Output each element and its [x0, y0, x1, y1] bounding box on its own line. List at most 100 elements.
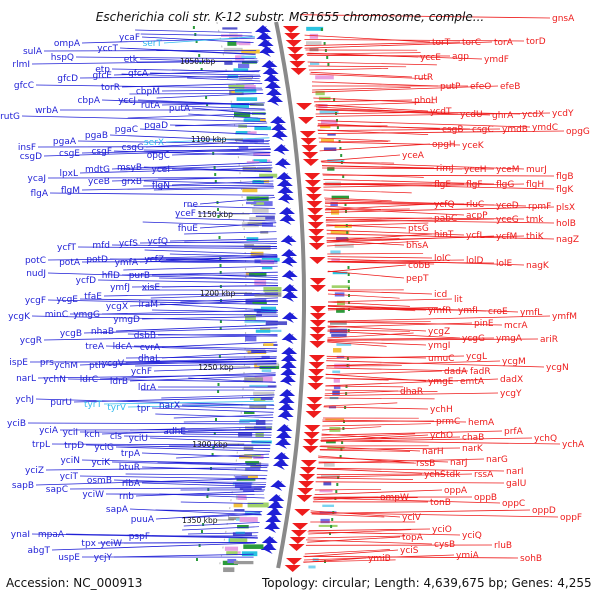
gene-label[interactable]: yciS: [400, 546, 419, 556]
gene-label[interactable]: torA: [494, 38, 514, 48]
gene-label[interactable]: efeO: [470, 82, 491, 92]
gene-label[interactable]: flgN: [152, 181, 170, 191]
gene-label[interactable]: cysB: [434, 540, 455, 550]
gene-label[interactable]: ychH: [430, 405, 453, 415]
gene-label[interactable]: bhsA: [406, 241, 429, 251]
gene-label[interactable]: yceM: [496, 165, 520, 175]
gene-label[interactable]: yciO: [432, 525, 452, 535]
gene-label[interactable]: croE: [488, 307, 508, 317]
gene-label[interactable]: yciZ: [25, 466, 44, 476]
gene-label[interactable]: potA: [59, 258, 81, 268]
gene-label[interactable]: minC: [45, 310, 68, 320]
gene-label[interactable]: cls: [110, 432, 122, 442]
gene-label[interactable]: ymfR: [428, 306, 452, 316]
gene-label[interactable]: yceI: [152, 165, 170, 175]
gene-label[interactable]: ycfT: [57, 243, 76, 253]
gene-label[interactable]: ldrC: [80, 375, 98, 385]
gene-label[interactable]: galU: [506, 479, 526, 489]
gene-label[interactable]: efeB: [500, 82, 520, 92]
gene-label[interactable]: prmC: [436, 417, 460, 427]
gene-label[interactable]: grxB: [121, 177, 142, 187]
gene-label[interactable]: ynaI: [11, 530, 30, 540]
gene-label[interactable]: tfaE: [84, 292, 102, 302]
gene-label[interactable]: ycgE: [56, 295, 78, 305]
gene-label[interactable]: ycfS: [119, 239, 138, 249]
gene-label[interactable]: osmB: [87, 476, 112, 486]
gene-label[interactable]: yciN: [60, 456, 80, 466]
gene-label[interactable]: yccT: [97, 44, 118, 54]
gene-label[interactable]: narL: [16, 374, 36, 384]
gene-label[interactable]: oppD: [532, 506, 556, 516]
gene-label[interactable]: oppC: [502, 499, 525, 509]
gene-label[interactable]: ycgZ: [428, 327, 450, 337]
gene-label[interactable]: pgaD: [144, 121, 168, 131]
gene-label[interactable]: ompA: [54, 39, 81, 49]
gene-label[interactable]: csgG: [122, 143, 144, 153]
gene-label[interactable]: chaB: [462, 433, 484, 443]
gene-label[interactable]: ymgA: [496, 334, 523, 344]
gene-label[interactable]: topA: [402, 533, 424, 543]
gene-label[interactable]: yciW: [82, 490, 104, 500]
gene-label[interactable]: yceF: [175, 209, 196, 219]
gene-label[interactable]: dhaL: [138, 354, 160, 364]
gene-label[interactable]: yciK: [91, 458, 111, 468]
gene-label[interactable]: putP: [440, 82, 461, 92]
gene-label[interactable]: narX: [159, 401, 180, 411]
gene-label[interactable]: rssA: [474, 470, 494, 480]
gene-label[interactable]: umuC: [428, 354, 454, 364]
gene-label[interactable]: lit: [454, 295, 463, 305]
gene-label[interactable]: sapB: [12, 481, 34, 491]
gene-label[interactable]: yciB: [7, 419, 26, 429]
gene-label[interactable]: ycfQ: [434, 200, 455, 210]
gene-label[interactable]: agp: [452, 52, 469, 62]
gene-label[interactable]: ymfA: [115, 258, 139, 268]
gene-label[interactable]: ispE: [9, 358, 28, 368]
gene-label[interactable]: pabC: [434, 214, 457, 224]
gene-label[interactable]: ldrA: [138, 383, 157, 393]
gene-label[interactable]: oppB: [474, 493, 497, 503]
gene-label[interactable]: fhuE: [178, 224, 199, 234]
gene-label[interactable]: narH: [422, 447, 444, 457]
gene-label[interactable]: gfcA: [128, 69, 149, 79]
gene-label[interactable]: yccJ: [118, 96, 136, 106]
gene-label[interactable]: mcrA: [504, 321, 528, 331]
gene-label[interactable]: hflD: [102, 271, 120, 281]
gene-label[interactable]: ycgV: [102, 359, 125, 369]
gene-label[interactable]: ymfI: [458, 306, 478, 316]
gene-label[interactable]: ymdF: [484, 55, 509, 65]
gene-label[interactable]: acpP: [466, 211, 488, 221]
gene-label[interactable]: yciV: [402, 513, 422, 523]
gene-label[interactable]: yciU: [129, 434, 148, 444]
gene-label[interactable]: ycgR: [20, 336, 42, 346]
gene-label[interactable]: cbpA: [77, 96, 100, 106]
gene-label[interactable]: sapA: [106, 505, 129, 515]
gene-label[interactable]: rlmI: [12, 60, 30, 70]
gene-label[interactable]: opgG: [566, 127, 590, 137]
gene-label[interactable]: iraM: [139, 300, 158, 310]
gene-label[interactable]: ychM: [54, 361, 78, 371]
gene-label[interactable]: lpxL: [59, 169, 78, 179]
gene-label[interactable]: ycgM: [502, 357, 526, 367]
gene-label[interactable]: nudJ: [26, 269, 46, 279]
gene-label[interactable]: torC: [462, 38, 481, 48]
gene-label[interactable]: purB: [129, 271, 150, 281]
gene-label[interactable]: tpx: [81, 539, 96, 549]
gene-label[interactable]: ycgY: [500, 389, 522, 399]
gene-label[interactable]: ldrB: [110, 377, 128, 387]
gene-label[interactable]: csgF: [91, 147, 112, 157]
gene-label[interactable]: mfd: [92, 241, 110, 251]
gene-label[interactable]: serT: [143, 39, 163, 49]
gene-label[interactable]: kch: [84, 430, 100, 440]
gene-label[interactable]: csgB: [442, 125, 464, 135]
gene-label[interactable]: trpL: [32, 440, 50, 450]
gene-label[interactable]: yceG: [496, 215, 519, 225]
gene-label[interactable]: hemA: [468, 418, 495, 428]
gene-label[interactable]: holB: [556, 219, 576, 229]
gene-label[interactable]: oppF: [560, 513, 582, 523]
gene-label[interactable]: hspQ: [51, 53, 74, 63]
gene-label[interactable]: rluC: [466, 200, 484, 210]
gene-label[interactable]: ycdU: [460, 110, 483, 120]
gene-label[interactable]: yceD: [496, 201, 519, 211]
gene-label[interactable]: flgH: [526, 180, 544, 190]
